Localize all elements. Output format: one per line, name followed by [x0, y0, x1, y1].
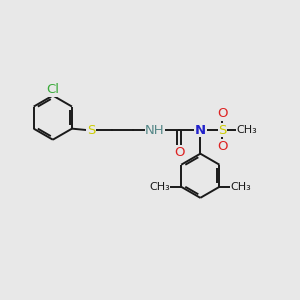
Text: Cl: Cl: [46, 83, 59, 96]
Text: O: O: [174, 146, 184, 159]
Text: CH₃: CH₃: [149, 182, 170, 192]
Text: NH: NH: [145, 124, 165, 136]
Text: O: O: [217, 140, 228, 153]
Text: O: O: [217, 107, 228, 120]
Text: CH₃: CH₃: [236, 125, 257, 135]
Text: S: S: [87, 124, 95, 136]
Text: S: S: [218, 124, 226, 136]
Text: N: N: [195, 124, 206, 136]
Text: CH₃: CH₃: [231, 182, 252, 192]
